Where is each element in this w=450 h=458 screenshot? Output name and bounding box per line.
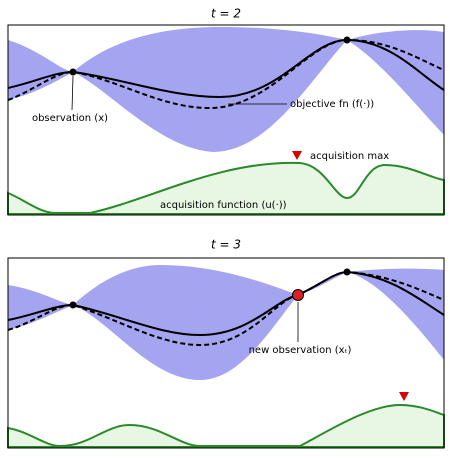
objective-function [7,270,445,347]
arrow [71,75,74,111]
acquisition-curve [7,161,445,215]
new-observation-point [292,289,304,301]
acquisition-max-marker [292,151,302,160]
panel: new observation (xₜ) [7,257,445,449]
uncertainty-band [8,265,444,380]
annotation: new observation (xₜ) [249,345,352,356]
uncertainty-band [8,27,444,152]
posterior-mean [7,38,445,99]
panel: observation (x) objective fn (f(·)) acqu… [7,24,445,216]
panel-frame [7,257,445,449]
acquisition-max-marker [399,392,409,401]
annotation: acquisition max [310,151,389,162]
annotation: acquisition function (u(·)) [160,200,287,211]
acquisition-curve [7,403,445,448]
observation-point [69,68,77,76]
panel-title: t = 2 [211,7,241,21]
panel-frame [7,24,445,216]
annotation: observation (x) [32,113,108,124]
annotation: objective fn (f(·)) [290,99,374,110]
observation-point [343,268,351,276]
observation-point [69,301,77,309]
panel-title: t = 3 [211,238,241,252]
observation-point [343,36,351,44]
